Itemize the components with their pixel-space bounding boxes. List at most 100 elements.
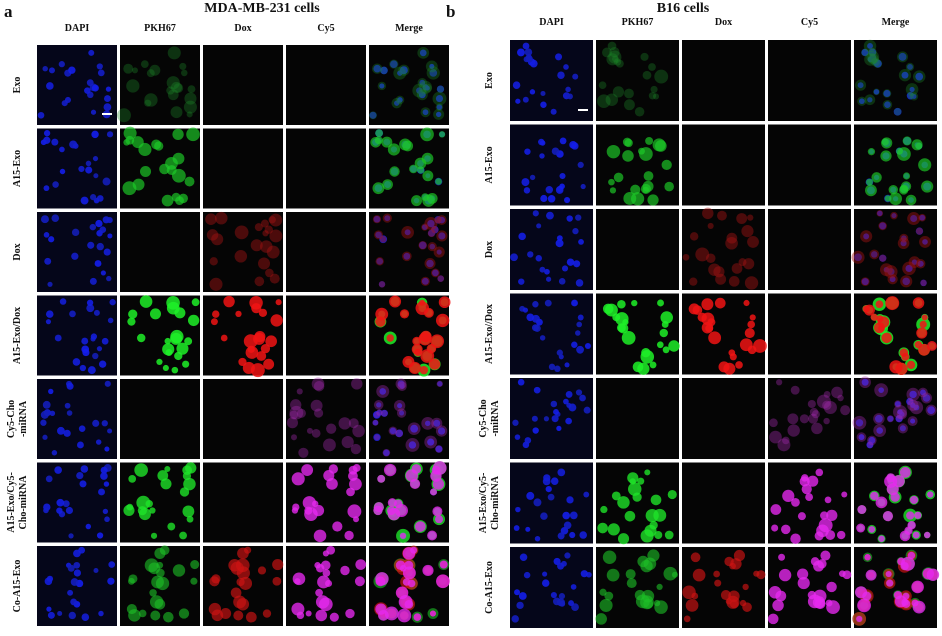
cell-signal bbox=[387, 498, 397, 508]
cell-signal bbox=[140, 60, 149, 69]
cell-signal bbox=[296, 611, 305, 620]
cell-signal bbox=[419, 365, 429, 375]
cell-signal bbox=[624, 510, 636, 522]
cell-signal bbox=[166, 86, 175, 95]
image-background bbox=[203, 45, 283, 125]
cell-signal bbox=[76, 471, 84, 480]
cell-signal bbox=[427, 530, 438, 541]
cell-signal bbox=[435, 103, 444, 111]
cell-signal bbox=[379, 83, 385, 89]
cell-signal bbox=[167, 522, 176, 531]
cell-signal bbox=[522, 96, 529, 103]
cell-signal bbox=[390, 60, 398, 68]
cell-signal bbox=[868, 47, 877, 57]
cell-signal bbox=[376, 402, 382, 408]
cell-signal bbox=[127, 577, 135, 585]
cell-signal bbox=[104, 516, 110, 523]
cell-signal bbox=[186, 515, 194, 523]
cell-signal bbox=[880, 263, 893, 277]
cell-signal bbox=[223, 295, 235, 308]
micrograph bbox=[682, 207, 765, 290]
cell-signal bbox=[163, 611, 174, 623]
micrograph bbox=[37, 546, 117, 626]
cell-signal bbox=[69, 310, 76, 318]
cell-signal bbox=[51, 138, 59, 146]
cell-signal bbox=[823, 400, 837, 415]
cell-signal bbox=[738, 258, 747, 267]
cell-signal bbox=[182, 471, 192, 481]
cell-signal bbox=[632, 492, 642, 502]
cell-signal bbox=[860, 277, 870, 287]
cell-signal bbox=[654, 530, 663, 540]
cell-signal bbox=[579, 531, 587, 539]
column-header: PKH67 bbox=[144, 23, 176, 34]
cell-signal bbox=[107, 577, 115, 585]
cell-signal bbox=[650, 85, 658, 93]
cell-signal bbox=[858, 434, 865, 441]
cell-signal bbox=[864, 554, 871, 561]
cell-signal bbox=[885, 296, 900, 311]
image-background bbox=[286, 379, 366, 459]
micrograph bbox=[510, 462, 593, 544]
cell-signal bbox=[57, 426, 65, 435]
cell-signal bbox=[906, 511, 915, 520]
cell-signal bbox=[882, 89, 892, 98]
cell-signal bbox=[859, 376, 871, 389]
cell-signal bbox=[136, 333, 146, 343]
cell-signal bbox=[608, 50, 622, 64]
cell-signal bbox=[878, 387, 885, 394]
cell-signal bbox=[411, 343, 423, 355]
cell-signal bbox=[382, 179, 393, 190]
cell-signal bbox=[539, 140, 546, 146]
cell-signal bbox=[81, 613, 90, 621]
cell-signal bbox=[436, 85, 445, 93]
cell-signal bbox=[775, 590, 787, 602]
cell-signal bbox=[663, 566, 678, 581]
cell-signal bbox=[122, 181, 137, 196]
cell-signal bbox=[432, 269, 439, 277]
cell-signal bbox=[264, 225, 273, 234]
cell-signal bbox=[160, 478, 172, 490]
cell-signal bbox=[398, 594, 413, 609]
cell-signal bbox=[575, 214, 582, 221]
cell-signal bbox=[915, 227, 924, 235]
micrograph bbox=[854, 124, 937, 206]
cell-signal bbox=[375, 129, 384, 138]
cell-signal bbox=[543, 416, 550, 422]
cell-signal bbox=[170, 106, 183, 119]
cell-signal bbox=[640, 529, 654, 543]
cell-signal bbox=[259, 240, 273, 253]
cell-signal bbox=[867, 148, 876, 156]
cell-signal bbox=[896, 408, 908, 420]
cell-signal bbox=[184, 176, 195, 187]
cell-signal bbox=[782, 436, 790, 445]
cell-signal bbox=[823, 417, 830, 425]
cell-signal bbox=[571, 603, 579, 612]
cell-signal bbox=[541, 579, 550, 587]
cell-signal bbox=[439, 560, 448, 569]
cell-signal bbox=[645, 508, 659, 523]
cell-signal bbox=[106, 217, 113, 224]
cell-signal bbox=[887, 268, 895, 276]
cell-signal bbox=[348, 471, 358, 481]
image-background bbox=[510, 293, 593, 375]
cell-signal bbox=[897, 423, 908, 434]
cell-signal bbox=[310, 399, 323, 412]
cell-signal bbox=[635, 594, 650, 609]
cell-signal bbox=[421, 223, 429, 231]
micrograph bbox=[852, 547, 940, 628]
cell-signal bbox=[421, 277, 429, 285]
cell-signal bbox=[714, 297, 726, 309]
cell-signal bbox=[901, 235, 907, 241]
cell-signal bbox=[857, 82, 864, 89]
cell-signal bbox=[644, 469, 651, 476]
cell-signal bbox=[551, 415, 559, 423]
cell-signal bbox=[103, 103, 112, 111]
cell-signal bbox=[372, 419, 379, 426]
cell-signal bbox=[42, 65, 48, 72]
cell-signal bbox=[265, 335, 277, 348]
cell-signal bbox=[375, 257, 384, 266]
cell-signal bbox=[323, 438, 336, 452]
cell-signal bbox=[565, 417, 572, 425]
cell-signal bbox=[575, 389, 583, 396]
